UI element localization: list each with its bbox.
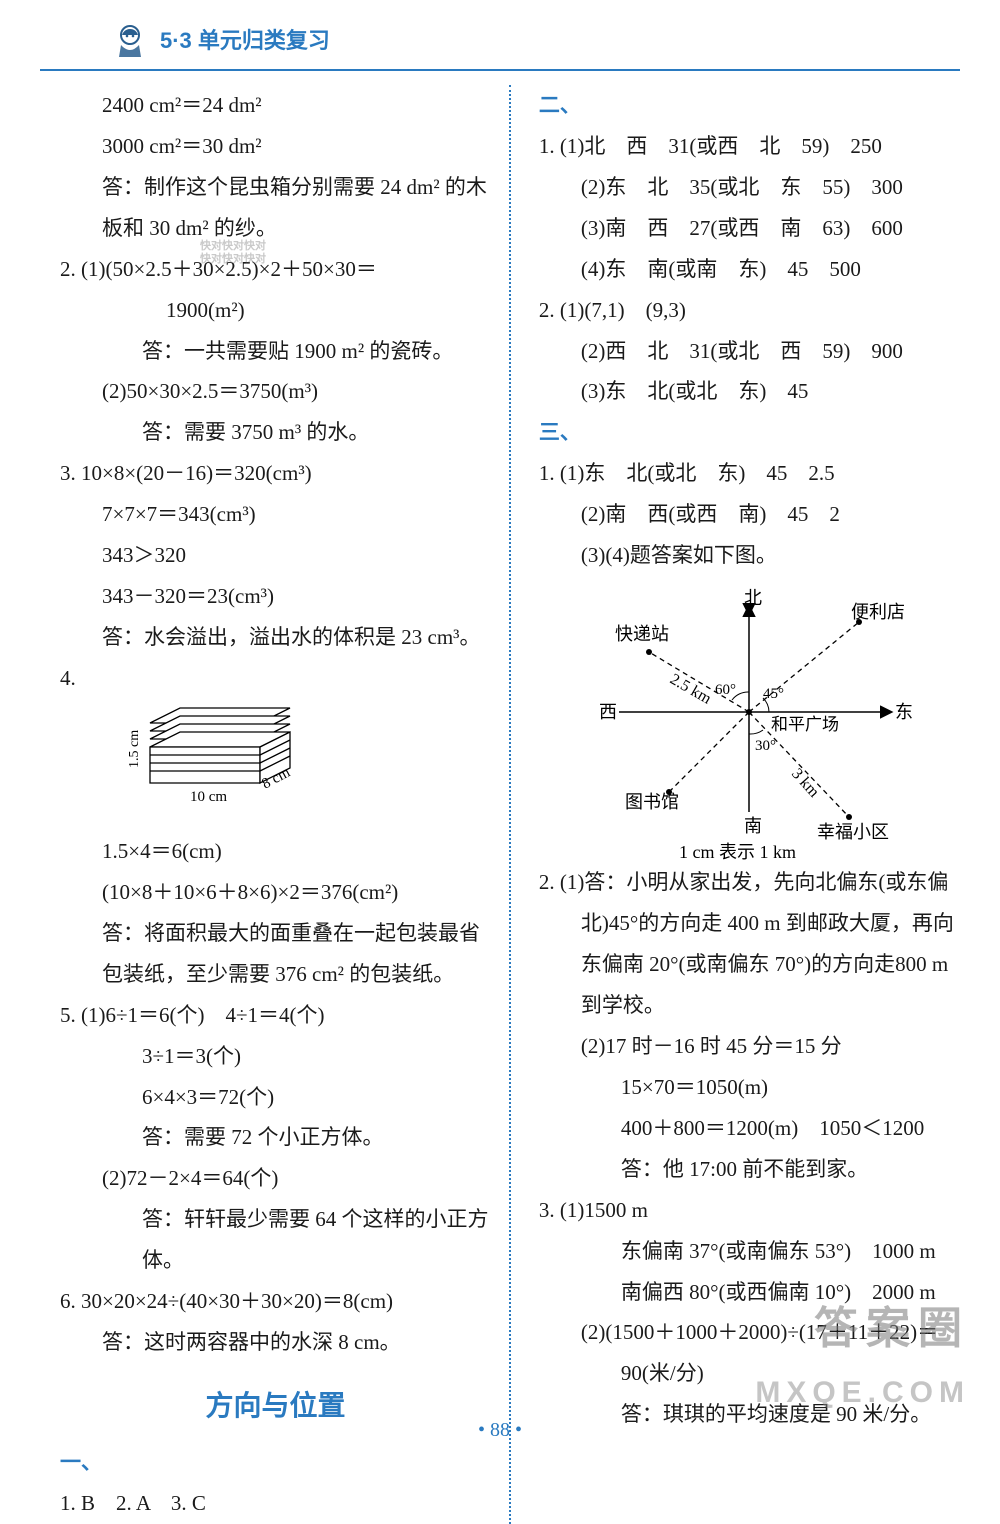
text-line: (2)50×30×2.5＝3750(m³)	[60, 371, 491, 412]
question-6: 6. 30×20×24÷(40×30＋30×20)＝8(cm)	[60, 1281, 491, 1322]
svg-text:幸福小区: 幸福小区	[817, 822, 889, 842]
answer-text: 答：水会溢出，溢出水的体积是 23 cm³。	[60, 617, 491, 658]
box-diagram: 1.5 cm 10 cm 8 cm	[110, 703, 310, 813]
text-line: 1. B 2. A 3. C	[60, 1483, 491, 1524]
text-line: 2400 cm²＝24 dm²	[60, 85, 491, 126]
text-line: (2)西 北 31(或北 西 59) 900	[539, 331, 960, 372]
text-line: 3÷1＝3(个)	[60, 1036, 491, 1077]
svg-text:西: 西	[599, 702, 617, 722]
text-line: (4)东 南(或南 东) 45 500	[539, 249, 960, 290]
svg-text:2.5 km: 2.5 km	[667, 671, 714, 708]
watermark-logo: 答案圈	[814, 1286, 970, 1372]
svg-text:和平广场: 和平广场	[771, 715, 839, 734]
header-title: 5·3 单元归类复习	[160, 20, 330, 63]
text-line: 1. (1)北 西 31(或西 北 59) 250	[539, 126, 960, 167]
svg-text:北: 北	[744, 588, 762, 608]
question-3: 3. (1)1500 m	[539, 1190, 960, 1231]
answer-text: 答：他 17:00 前不能到家。	[539, 1149, 960, 1190]
text-line: (2)南 西(或西 南) 45 2	[539, 494, 960, 535]
question-4: 4.	[60, 658, 491, 699]
text-line: (3)东 北(或北 东) 45	[539, 371, 960, 412]
answer-text: 答：制作这个昆虫箱分别需要 24 dm² 的木板和 30 dm² 的纱。	[60, 167, 491, 249]
boy-thinking-icon	[110, 21, 150, 61]
text-line: (2)17 时－16 时 45 分＝15 分	[539, 1026, 960, 1067]
svg-text:3 km: 3 km	[788, 765, 823, 801]
question-5: 5. (1)6÷1＝6(个) 4÷1＝4(个)	[60, 995, 491, 1036]
watermark-small: 快对快对快对 快对快对快对	[200, 240, 266, 266]
svg-text:快递站: 快递站	[615, 624, 669, 644]
svg-text:1 cm 表示 1 km: 1 cm 表示 1 km	[679, 842, 796, 862]
text-line: (10×8＋10×6＋8×6)×2＝376(cm²)	[60, 872, 491, 913]
svg-text:45°: 45°	[763, 686, 784, 702]
text-line: 343＞320	[60, 535, 491, 576]
question-3: 3. 10×8×(20－16)＝320(cm³)	[60, 453, 491, 494]
text-line: 2. (1)(7,1) (9,3)	[539, 290, 960, 331]
text-line: 7×7×7＝343(cm³)	[60, 494, 491, 535]
text-line: (2)72－2×4＝64(个)	[60, 1158, 491, 1199]
answer-text: 答：轩轩最少需要 64 个这样的小正方体。	[60, 1199, 491, 1281]
section-two: 二、	[539, 85, 960, 126]
text-line: (2)东 北 35(或北 东 55) 300	[539, 167, 960, 208]
svg-text:图书馆: 图书馆	[625, 792, 679, 812]
text-line: 1.5×4＝6(cm)	[60, 831, 491, 872]
question-2: 2. (1)答：小明从家出发，先向北偏东(或东偏北)45°的方向走 400 m …	[539, 862, 960, 1026]
text-line: 343－320＝23(cm³)	[60, 576, 491, 617]
svg-text:便利店: 便利店	[851, 602, 905, 622]
answer-text: 答：将面积最大的面重叠在一起包装最省包装纸，至少需要 376 cm² 的包装纸。	[60, 913, 491, 995]
answer-text: 答：这时两容器中的水深 8 cm。	[60, 1322, 491, 1363]
svg-text:东: 东	[895, 702, 913, 722]
text-line: (3)(4)题答案如下图。	[539, 535, 960, 576]
text-line: 1. (1)东 北(或北 东) 45 2.5	[539, 453, 960, 494]
answer-text: 答：一共需要贴 1900 m² 的瓷砖。	[60, 331, 491, 372]
svg-text:30°: 30°	[755, 738, 776, 754]
svg-text:南: 南	[744, 816, 762, 836]
text-line: 400＋800＝1200(m) 1050＜1200	[539, 1108, 960, 1149]
text-line: 东偏南 37°(或南偏东 53°) 1000 m	[539, 1231, 960, 1272]
answer-text: 答：需要 3750 m³ 的水。	[60, 412, 491, 453]
watermark-url: MXQE.COM	[755, 1364, 970, 1423]
left-column: 2400 cm²＝24 dm² 3000 cm²＝30 dm² 答：制作这个昆虫…	[60, 85, 509, 1524]
section-three: 三、	[539, 412, 960, 453]
answer-text: 答：需要 72 个小正方体。	[60, 1117, 491, 1158]
svg-text:1.5 cm: 1.5 cm	[127, 730, 142, 768]
text-line: 6×4×3＝72(个)	[60, 1077, 491, 1118]
svg-text:10 cm: 10 cm	[190, 789, 227, 805]
svg-text:60°: 60°	[715, 682, 736, 698]
question-2: 2. (1)(50×2.5＋30×2.5)×2＋50×30＝	[60, 249, 491, 290]
text-line: (3)南 西 27(或西 南 63) 600	[539, 208, 960, 249]
direction-diagram: 北 南 东 西 快递站 便利店 图书馆 幸福小区 和平广场 2.5 km 3 k…	[559, 582, 939, 862]
text-line: 1900(m²)	[60, 290, 491, 331]
text-line: 3000 cm²＝30 dm²	[60, 126, 491, 167]
text-line: 15×70＝1050(m)	[539, 1067, 960, 1108]
page-header: 5·3 单元归类复习	[40, 0, 960, 71]
